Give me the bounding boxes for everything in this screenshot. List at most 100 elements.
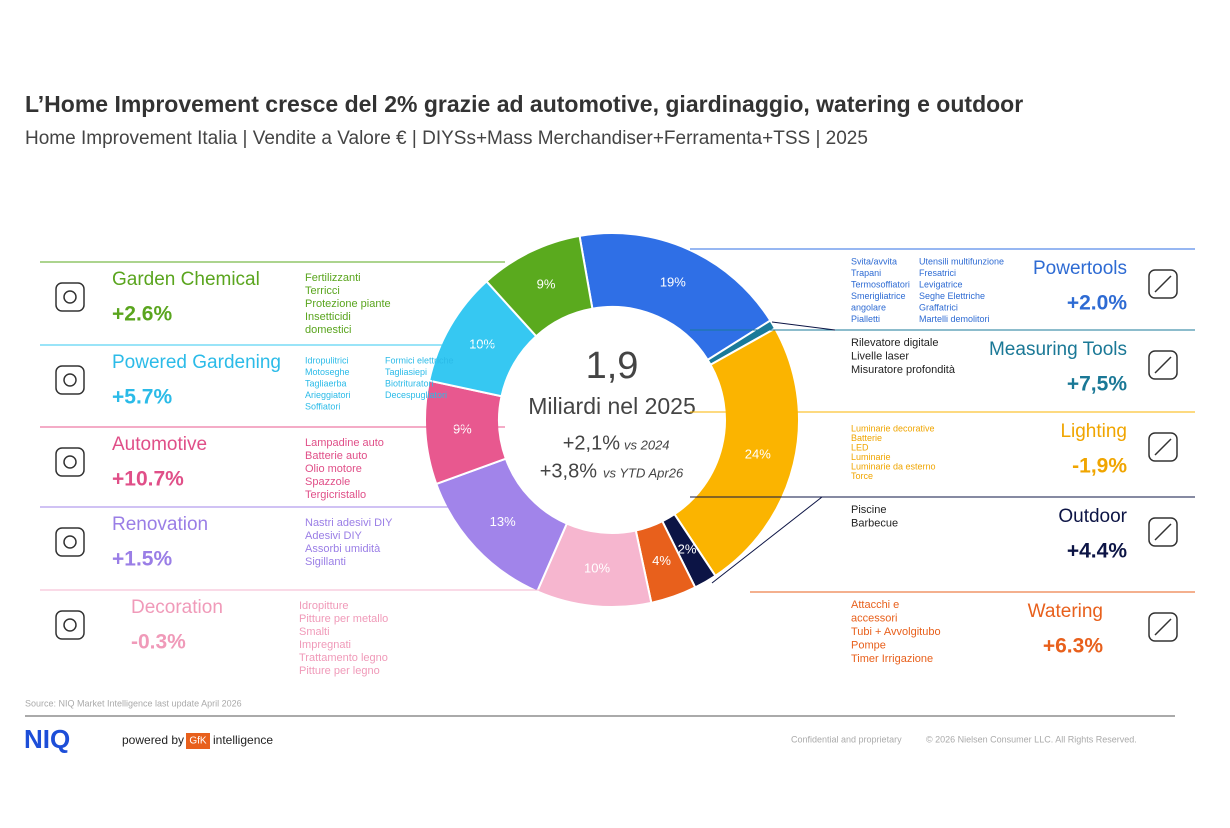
slice-label: 9%	[453, 422, 472, 437]
panel-growth: +10.7%	[112, 468, 184, 491]
gfk-badge	[186, 733, 210, 749]
panel-item: Luminarie decorative	[851, 423, 935, 433]
panel-name: Outdoor	[1058, 506, 1127, 527]
panel-item: Smalti	[299, 626, 330, 638]
icon-shape	[55, 610, 85, 640]
panel-item: Graffatrici	[919, 302, 958, 312]
slice-label: 10%	[469, 336, 495, 351]
icon-shape	[63, 290, 77, 304]
connector	[711, 496, 823, 584]
panel-item: Insetticidi	[305, 311, 351, 323]
center-growth: +3,8%	[540, 460, 597, 482]
panel-item: Pitture per metallo	[299, 613, 388, 625]
panel-item: angolare	[851, 302, 886, 312]
panel-item: Livelle laser	[851, 350, 909, 362]
panel-item: Formici elettriche	[385, 355, 454, 365]
panel-item: Idropitture	[299, 600, 349, 612]
panel-icon	[1148, 269, 1178, 299]
panel-item: Biotrituratori	[385, 378, 434, 388]
icon-shape	[63, 455, 77, 469]
powered-by: powered by	[122, 733, 184, 747]
panel-item: Trattamento legno	[299, 652, 388, 664]
icon-shape	[1148, 269, 1178, 299]
panel-item: LED	[851, 442, 869, 452]
panel-name: Decoration	[131, 597, 223, 618]
panel-item: domestici	[305, 324, 351, 336]
slice-label: 24%	[745, 447, 771, 462]
icon-shape	[55, 282, 85, 312]
icon-shape	[63, 373, 77, 387]
panel-item: Seghe Elettriche	[919, 291, 985, 301]
panel-icon	[1148, 432, 1178, 462]
icon-shape	[63, 535, 77, 549]
icon-shape	[1154, 438, 1172, 456]
panel-icon	[1148, 517, 1178, 547]
panel-item: Lampadine auto	[305, 437, 384, 449]
panel-growth: +2.0%	[1067, 292, 1127, 315]
panel-item: Luminarie	[851, 452, 891, 462]
donut-slice	[485, 234, 594, 338]
panel-item: Arieggiatori	[305, 390, 351, 400]
slice-label: 9%	[537, 277, 556, 292]
panel-growth: +6.3%	[1043, 635, 1103, 658]
center-total: 1,9	[586, 345, 639, 387]
panel-item: Olio motore	[305, 463, 362, 475]
panel-item: Torce	[851, 471, 873, 481]
panel-item: Fertilizzanti	[305, 272, 361, 284]
gfk: GfK	[189, 736, 207, 747]
slice-label: 13%	[490, 514, 516, 529]
panel-item: Soffiatori	[305, 401, 340, 411]
center-growth: +2,1%	[563, 432, 620, 454]
confidential: Confidential and proprietary	[791, 734, 902, 744]
panel-item: Pialletti	[851, 314, 880, 324]
panel-item: Smerigliatrice	[851, 291, 906, 301]
slice-label: 4%	[652, 553, 671, 568]
panel-name: Watering	[1028, 601, 1103, 622]
center-growth-label: vs 2024	[624, 437, 670, 452]
panel-icon	[55, 610, 85, 640]
panel-growth: -1,9%	[1072, 455, 1127, 478]
panel-name: Measuring Tools	[989, 339, 1127, 360]
panel-item: Rilevatore digitale	[851, 337, 938, 349]
center-growth-label: vs YTD Apr26	[603, 465, 684, 480]
icon-shape	[1148, 612, 1178, 642]
panel-icon	[55, 447, 85, 477]
panel-item: Spazzole	[305, 476, 350, 488]
panel-item: Assorbi umidità	[305, 543, 381, 555]
slice-label: 10%	[584, 561, 610, 576]
panel-growth: +7,5%	[1067, 373, 1127, 396]
panel-name: Renovation	[112, 514, 208, 535]
panel-icon	[1148, 350, 1178, 380]
panel-item: Impregnati	[299, 639, 351, 651]
panel-item: Terricci	[305, 285, 340, 297]
panel-item: Batterie	[851, 433, 882, 443]
panel-item: Tubi + Avvolgitubo	[851, 626, 941, 638]
panel-item: Barbecue	[851, 517, 898, 529]
source: Source: NIQ Market Intelligence last upd…	[25, 698, 242, 708]
icon-shape	[55, 365, 85, 395]
panel-item: Idropulitrici	[305, 355, 349, 365]
panel-growth: +1.5%	[112, 548, 172, 571]
title: L’Home Improvement cresce del 2% grazie …	[25, 91, 1023, 117]
panel-item: Adesivi DIY	[305, 530, 363, 542]
panel-item: Sigillanti	[305, 556, 346, 568]
panel-item: Svita/avvita	[851, 256, 897, 266]
panel-icon	[55, 365, 85, 395]
center-label: Miliardi nel 2025	[528, 393, 695, 419]
intelligence: intelligence	[213, 733, 273, 747]
subtitle: Home Improvement Italia | Vendite a Valo…	[25, 128, 868, 149]
icon-shape	[1154, 618, 1172, 636]
donut-slice	[673, 327, 800, 578]
panel-name: Garden Chemical	[112, 269, 260, 290]
icon-shape	[1154, 523, 1172, 541]
panel-item: Motoseghe	[305, 367, 350, 377]
panel-icon	[55, 282, 85, 312]
panel-growth: +2.6%	[112, 303, 172, 326]
slice-label: 2%	[678, 541, 697, 556]
slice-label: 19%	[660, 274, 686, 289]
icon-shape	[1148, 517, 1178, 547]
panel-item: Tagliasiepi	[385, 367, 427, 377]
panel-name: Powered Gardening	[112, 352, 281, 373]
panel-item: Levigatrice	[919, 279, 963, 289]
